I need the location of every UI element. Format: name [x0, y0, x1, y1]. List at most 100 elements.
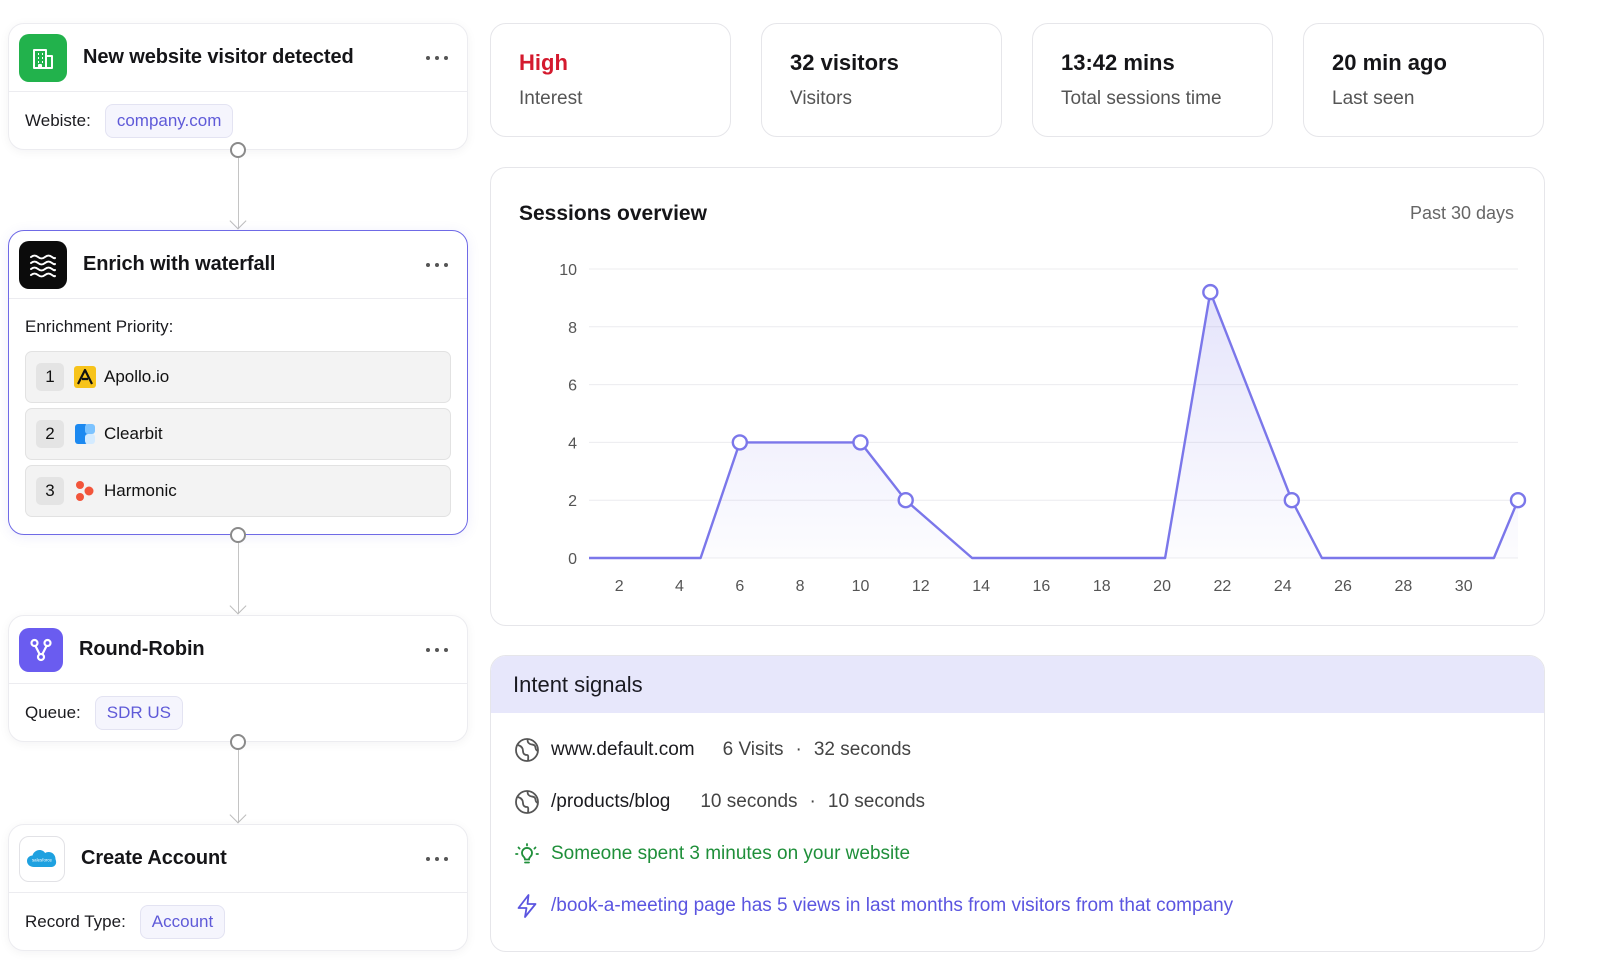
- visitors-value: 32 visitors: [790, 50, 899, 75]
- insight-text: Someone spent 3 minutes on your website: [551, 843, 911, 864]
- signal-path[interactable]: /products/blog: [551, 791, 671, 812]
- visitors-label: Visitors: [790, 88, 852, 109]
- stat-card-session-time: 13:42 mins Total sessions time: [1032, 23, 1273, 137]
- y-tick-label: 2: [568, 493, 577, 510]
- last-seen-label: Last seen: [1332, 88, 1415, 109]
- stat-card-interest: High Interest: [490, 23, 731, 137]
- intent-signals-title: Intent signals: [491, 656, 1544, 713]
- sessions-overview-title: Sessions overview: [519, 202, 707, 225]
- x-tick-label: 22: [1214, 578, 1232, 595]
- x-tick-label: 4: [675, 578, 684, 595]
- enrichment-priority-label: Enrichment Priority:: [25, 317, 174, 336]
- signal-domain[interactable]: www.default.com: [551, 739, 695, 760]
- x-tick-label: 26: [1334, 578, 1352, 595]
- connector-dot[interactable]: [230, 527, 246, 543]
- y-tick-label: 4: [568, 435, 577, 452]
- priority-name: Clearbit: [104, 424, 163, 443]
- y-tick-label: 8: [568, 320, 577, 337]
- round-robin-node-body: Queue: SDR US: [9, 684, 467, 742]
- x-tick-label: 18: [1093, 578, 1111, 595]
- interest-value: High: [519, 50, 568, 75]
- y-tick-label: 10: [559, 262, 577, 279]
- visitor-node-title: New website visitor detected: [83, 46, 354, 68]
- x-tick-label: 2: [615, 578, 624, 595]
- building-icon: [19, 33, 67, 82]
- signal-row[interactable]: /products/blog 10 seconds · 10 seconds: [513, 788, 925, 816]
- priority-rank: 2: [36, 420, 64, 448]
- x-tick-label: 30: [1455, 578, 1473, 595]
- data-point[interactable]: [1283, 492, 1300, 509]
- data-point[interactable]: [1202, 283, 1219, 301]
- connector-dot[interactable]: [230, 142, 246, 158]
- x-tick-label: 12: [912, 578, 930, 595]
- x-tick-label: 8: [796, 578, 805, 595]
- priority-item-harmonic[interactable]: 3 Harmonic: [25, 465, 451, 517]
- harmonic-logo-icon: [74, 480, 96, 502]
- clearbit-logo-icon: [74, 423, 96, 445]
- intent-signals-card: Intent signals www.default.com 6 Visits …: [490, 655, 1545, 952]
- branch-icon: [19, 627, 63, 672]
- visitor-node-body: Webiste: company.com: [9, 92, 467, 150]
- interest-label: Interest: [519, 88, 583, 109]
- create-account-node[interactable]: salesforce Create Account Record Type: A…: [8, 824, 468, 951]
- last-seen-value: 20 min ago: [1332, 50, 1447, 75]
- priority-item-clearbit[interactable]: 2 Clearbit: [25, 408, 451, 460]
- x-tick-label: 24: [1274, 578, 1292, 595]
- globe-icon: [513, 788, 541, 816]
- salesforce-logo-text: salesforce: [32, 857, 53, 862]
- signal-row[interactable]: www.default.com 6 Visits · 32 seconds: [513, 736, 911, 764]
- website-label: Webiste:: [25, 111, 91, 130]
- data-point[interactable]: [897, 492, 914, 509]
- x-tick-label: 6: [735, 578, 744, 595]
- signal-visits: 6 Visits: [722, 739, 784, 760]
- session-time-label: Total sessions time: [1061, 88, 1222, 109]
- create-account-node-body: Record Type: Account: [9, 893, 467, 951]
- lightbulb-icon: [513, 840, 541, 868]
- highlight-row[interactable]: /book-a-meeting page has 5 views in last…: [513, 892, 1233, 920]
- sessions-line: [589, 290, 1520, 560]
- sessions-overview-card: Sessions overview Past 30 days 0 2 4 6 8 10 2 4…: [490, 167, 1545, 626]
- priority-rank: 3: [36, 477, 64, 505]
- x-tick-label: 20: [1153, 578, 1171, 595]
- priority-name: Harmonic: [104, 481, 177, 500]
- enrichment-priority-list: 1 Apollo.io 2 Clearbit 3 Harmonic: [9, 351, 467, 517]
- website-chip[interactable]: company.com: [104, 104, 234, 138]
- globe-icon: [513, 736, 541, 764]
- record-type-chip[interactable]: Account: [139, 905, 226, 939]
- separator: ·: [795, 739, 802, 760]
- more-icon[interactable]: [423, 849, 451, 869]
- y-tick-label: 0: [568, 551, 577, 568]
- priority-item-apollo[interactable]: 1 Apollo.io: [25, 351, 451, 403]
- visitor-node[interactable]: New website visitor detected Webiste: co…: [8, 23, 468, 150]
- priority-name: Apollo.io: [104, 367, 170, 386]
- data-point[interactable]: [731, 434, 749, 451]
- priority-rank: 1: [36, 363, 64, 391]
- more-icon[interactable]: [423, 48, 451, 68]
- connector-3: [229, 734, 247, 824]
- record-type-label: Record Type:: [25, 912, 126, 931]
- enrich-node-title: Enrich with waterfall: [83, 253, 276, 275]
- queue-chip[interactable]: SDR US: [94, 696, 183, 730]
- insight-row: Someone spent 3 minutes on your website: [513, 840, 910, 868]
- highlight-text[interactable]: /book-a-meeting page has 5 views in last…: [551, 895, 1234, 916]
- round-robin-node[interactable]: Round-Robin Queue: SDR US: [8, 615, 468, 742]
- create-account-node-title: Create Account: [81, 847, 227, 869]
- x-tick-label: 16: [1033, 578, 1051, 595]
- more-icon[interactable]: [423, 640, 451, 660]
- apollo-logo-icon: [74, 366, 96, 388]
- signal-time: 10 seconds: [700, 791, 798, 812]
- waves-icon: [19, 240, 67, 289]
- visitor-node-header: New website visitor detected: [9, 24, 467, 92]
- x-tick-label: 14: [972, 578, 990, 595]
- more-icon[interactable]: [423, 255, 451, 275]
- connector-dot[interactable]: [230, 734, 246, 750]
- enrich-node[interactable]: Enrich with waterfall Enrichment Priorit…: [8, 230, 468, 535]
- y-tick-label: 6: [568, 378, 577, 395]
- date-range-selector[interactable]: Past 30 days: [1409, 203, 1514, 223]
- signal-duration: 32 seconds: [813, 739, 912, 760]
- data-point[interactable]: [1509, 492, 1527, 509]
- lightning-icon: [513, 892, 541, 920]
- data-point[interactable]: [852, 434, 869, 451]
- enrich-node-header: Enrich with waterfall: [9, 231, 467, 299]
